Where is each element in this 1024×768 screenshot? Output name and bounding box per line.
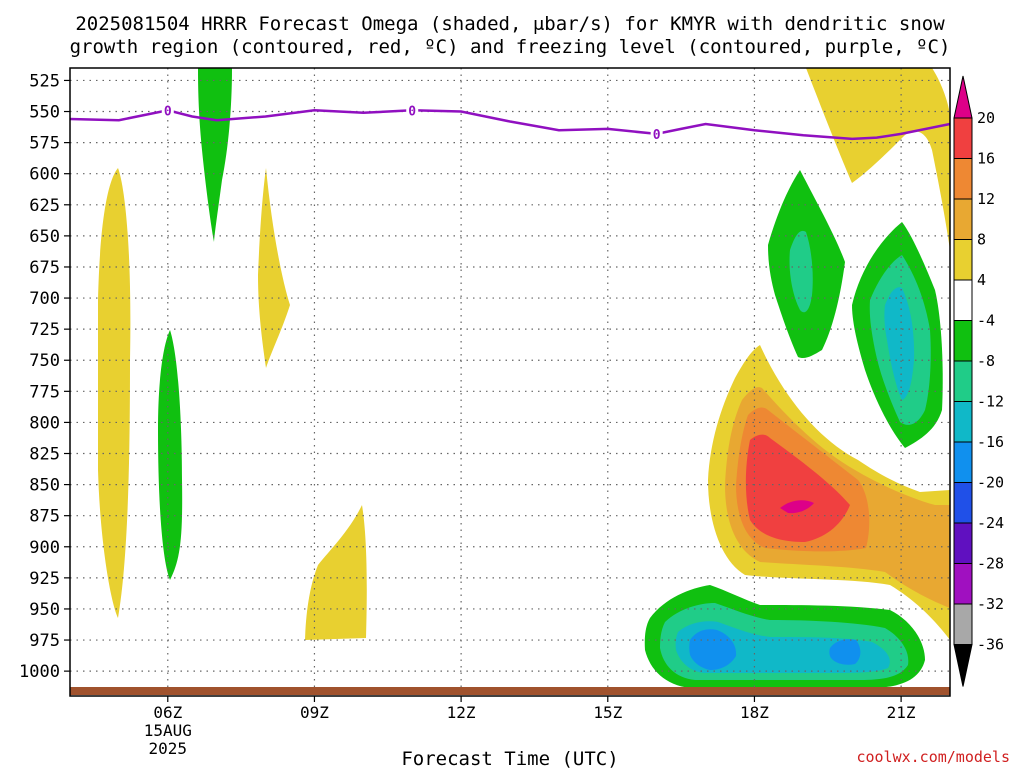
colorbar-label: -24 — [977, 514, 1004, 532]
omega-descent-region — [806, 68, 950, 250]
colorbar-box — [953, 158, 973, 200]
colorbar-box — [953, 603, 973, 645]
x-axis-label: Forecast Time (UTC) — [401, 748, 618, 768]
y-tick-label: 650 — [29, 227, 60, 247]
y-tick-label: 775 — [29, 382, 60, 402]
y-tick-label: 525 — [29, 71, 60, 91]
y-tick-label: 1000 — [19, 662, 60, 682]
colorbar-box — [953, 441, 973, 483]
colorbar-label: 4 — [977, 271, 986, 289]
freezing-level-labels: 0 0 0 — [161, 102, 663, 143]
omega-ascent-region — [198, 68, 232, 242]
colorbar-box — [953, 401, 973, 443]
omega-descent-16-region — [745, 434, 850, 542]
horizontal-gridlines — [70, 79, 950, 672]
y-tick-label: 875 — [29, 507, 60, 527]
colorbar-label: -36 — [977, 636, 1004, 654]
omega-ascent-8-region — [789, 230, 813, 313]
x-tick-label: 12Z — [447, 703, 476, 722]
colorbar-box — [953, 360, 973, 402]
y-tick-label: 625 — [29, 196, 60, 216]
y-tick-label: 800 — [29, 413, 60, 433]
freezing-label-bg — [650, 125, 663, 141]
colorbar-label: -20 — [977, 474, 1004, 492]
y-tick-label: 675 — [29, 258, 60, 278]
colorbar-bottom-arrow — [953, 644, 973, 687]
colorbar-label: -12 — [977, 393, 1004, 411]
y-tick-label: 700 — [29, 289, 60, 309]
y-tick-label: 825 — [29, 445, 60, 465]
freezing-level-label: 0 — [408, 104, 416, 119]
omega-descent-region — [305, 505, 367, 640]
colorbar-top-arrow — [953, 75, 973, 119]
colorbar-box — [953, 239, 973, 281]
freezing-level-label: 0 — [164, 104, 172, 119]
y-tick-label: 925 — [29, 569, 60, 589]
freezing-label-bg — [161, 102, 174, 118]
x-tick-label: 09Z — [300, 703, 329, 722]
x-tick-year: 2025 — [149, 739, 188, 758]
freezing-level-contour — [69, 109, 951, 141]
x-tick-date: 15AUG — [144, 721, 192, 740]
ground-surface — [70, 687, 950, 695]
colorbar-label: -16 — [977, 433, 1004, 451]
colorbar-label: -32 — [977, 595, 1004, 613]
footer-credit[interactable]: coolwx.com/models — [856, 748, 1010, 766]
colorbar-box — [953, 117, 973, 159]
y-tick-label: 900 — [29, 538, 60, 558]
y-tick-label: 850 — [29, 476, 60, 496]
omega-descent-region — [258, 168, 290, 368]
y-tick-label: 975 — [29, 631, 60, 651]
omega-shading — [98, 68, 950, 688]
colorbar-box — [953, 279, 973, 321]
x-tick-label: 15Z — [593, 703, 622, 722]
y-axis-ticks: 525 550 575 600 625 650 675 700 725 750 775 800 825 8… — [19, 71, 70, 682]
colorbar-box — [953, 198, 973, 240]
omega-ascent-region — [158, 330, 183, 580]
x-tick-label: 06Z — [153, 703, 182, 722]
freezing-level-label: 0 — [653, 128, 661, 143]
x-tick-label: 18Z — [740, 703, 769, 722]
y-tick-label: 725 — [29, 320, 60, 340]
x-tick-label: 21Z — [887, 703, 916, 722]
colorbar: 20 16 12 8 4 -4 -8 -12 -16 -20 -24 -28 -32 -36 — [953, 75, 1004, 687]
chart-title-line1: 2025081504 HRRR Forecast Omega (shaded, … — [75, 13, 945, 35]
plot-frame — [69, 67, 951, 697]
colorbar-label: 20 — [977, 109, 995, 127]
colorbar-box — [953, 563, 973, 605]
colorbar-box — [953, 482, 973, 524]
omega-descent-region — [98, 168, 131, 618]
y-tick-label: 575 — [29, 134, 60, 154]
colorbar-box — [953, 320, 973, 362]
colorbar-box — [953, 522, 973, 564]
vertical-gridlines — [167, 68, 902, 696]
colorbar-label: -8 — [977, 352, 995, 370]
omega-ascent-16-core — [829, 639, 861, 665]
chart-title-line2: growth region (contoured, red, ºC) and f… — [70, 36, 951, 58]
colorbar-label: 16 — [977, 150, 995, 168]
y-tick-label: 550 — [29, 103, 60, 123]
y-tick-label: 950 — [29, 600, 60, 620]
y-tick-label: 600 — [29, 165, 60, 185]
colorbar-label: 8 — [977, 231, 986, 249]
colorbar-label: 12 — [977, 190, 995, 208]
omega-ascent-12-region — [884, 287, 915, 400]
omega-descent-20-core — [780, 500, 814, 514]
y-tick-label: 750 — [29, 351, 60, 371]
colorbar-label: -28 — [977, 555, 1004, 573]
freezing-label-bg — [406, 102, 419, 118]
colorbar-label: -4 — [977, 312, 995, 330]
